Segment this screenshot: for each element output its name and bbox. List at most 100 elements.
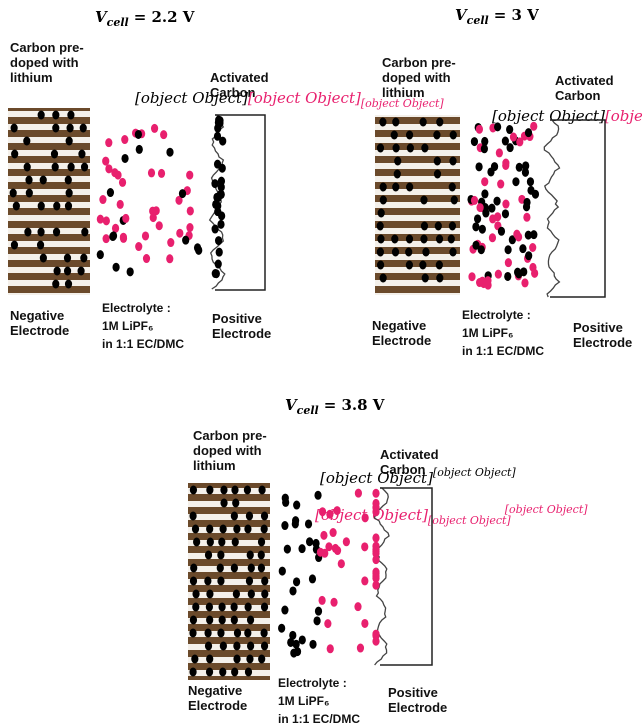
pf6-ion xyxy=(119,178,126,187)
lithium-dot xyxy=(10,189,17,198)
negative-top-label: lithium xyxy=(382,85,425,100)
lithium-dot xyxy=(81,163,88,172)
li-ion xyxy=(525,231,532,240)
lithium-dot xyxy=(205,551,212,560)
lithium-dot xyxy=(189,668,196,677)
lithium-dot xyxy=(190,486,197,495)
li-ion xyxy=(505,245,512,254)
pf6-ion xyxy=(354,602,361,611)
li-ion xyxy=(194,243,201,252)
lithium-dot xyxy=(434,157,441,166)
lithium-dot xyxy=(258,538,265,547)
ion-part: [object Object] xyxy=(428,514,512,527)
ion-label: [object Object][object Object][object Ob… xyxy=(315,503,588,527)
lithium-dot xyxy=(434,170,441,179)
lithium-dot xyxy=(258,551,265,560)
ion-part: [object Object] xyxy=(505,503,589,516)
cell-voltage: Vcell= 3.8 V xyxy=(285,396,385,417)
electrolyte-label: 1M LiPF₆ xyxy=(278,694,329,708)
li-ion xyxy=(506,125,513,134)
pf6-ion xyxy=(160,130,167,139)
li-ion xyxy=(282,498,289,507)
positive-top-label: Activated xyxy=(210,70,269,85)
li-ion xyxy=(305,519,312,528)
diagram: Vcell= 2.2 VCarbon pre-doped withlithium… xyxy=(0,0,642,727)
adsorbed-ion xyxy=(372,542,379,551)
pf6-ion xyxy=(142,231,149,240)
li-ion xyxy=(488,204,495,213)
lithium-dot xyxy=(380,196,387,205)
lithium-dot xyxy=(192,590,199,599)
li-ion xyxy=(293,577,300,586)
ion-part: [object Object] xyxy=(135,89,248,107)
lithium-dot xyxy=(190,564,197,573)
pf6-ion xyxy=(121,135,128,144)
positive-bottom-label: Positive xyxy=(212,311,262,326)
positive-electrode xyxy=(550,120,605,297)
lithium-dot xyxy=(54,267,61,276)
lithium-dot xyxy=(392,144,399,153)
lithium-dot xyxy=(80,254,87,263)
li-ion xyxy=(312,539,319,548)
lithium-dot xyxy=(66,124,73,133)
lithium-dot xyxy=(435,222,442,231)
li-ion xyxy=(97,250,104,259)
lithium-dot xyxy=(378,209,385,218)
lithium-dot xyxy=(232,538,239,547)
negative-bottom-label: Electrode xyxy=(10,323,69,338)
pf6-ion xyxy=(99,195,106,204)
lithium-dot xyxy=(421,144,428,153)
li-ion xyxy=(475,162,482,171)
lithium-dot xyxy=(448,235,455,244)
lithium-dot xyxy=(422,274,429,283)
lithium-dot xyxy=(206,655,213,664)
negative-electrode xyxy=(375,115,460,295)
li-ion xyxy=(287,638,294,647)
li-ion xyxy=(532,190,539,199)
lithium-dot xyxy=(78,150,85,159)
lithium-dot xyxy=(64,254,71,263)
lithium-dot xyxy=(65,202,72,211)
pf6-ion xyxy=(489,233,496,242)
li-ion xyxy=(281,521,288,530)
lithium-dot xyxy=(421,222,428,231)
lithium-dot xyxy=(204,629,211,638)
pf6-ion xyxy=(505,258,512,267)
adsorbed-ion xyxy=(372,489,379,498)
lithium-dot xyxy=(190,616,197,625)
lithium-dot xyxy=(233,655,240,664)
pf6-ion xyxy=(355,489,362,498)
negative-top-label: Carbon pre- xyxy=(10,40,84,55)
li-ion xyxy=(504,272,511,281)
li-ion xyxy=(289,586,296,595)
lithium-dot xyxy=(436,118,443,127)
li-ion xyxy=(179,189,186,198)
li-ion xyxy=(313,616,320,625)
li-ion xyxy=(292,516,299,525)
lithium-dot xyxy=(65,280,72,289)
pf6-ion xyxy=(495,270,502,279)
lithium-dot xyxy=(246,512,253,521)
electrolyte-label: 1M LiPF₆ xyxy=(102,319,153,333)
electrolyte-label: in 1:1 EC/DMC xyxy=(278,712,360,726)
li-ion xyxy=(112,263,119,272)
negative-top-label: doped with xyxy=(382,70,451,85)
adsorbed-ion xyxy=(218,183,225,192)
lithium-dot xyxy=(191,655,198,664)
positive-bottom-label: Electrode xyxy=(212,326,271,341)
lithium-dot xyxy=(77,267,84,276)
pf6-ion xyxy=(103,234,110,243)
negative-top-label: Carbon pre- xyxy=(382,55,456,70)
pf6-ion xyxy=(523,213,530,222)
pf6-ion xyxy=(361,619,368,628)
lithium-dot xyxy=(13,202,20,211)
li-ion xyxy=(472,222,479,231)
adsorbed-ion xyxy=(372,555,379,564)
li-ion xyxy=(107,188,114,197)
lithium-dot xyxy=(377,235,384,244)
lithium-dot xyxy=(244,486,251,495)
pf6-ion xyxy=(471,196,478,205)
lithium-dot xyxy=(68,163,75,172)
pf6-ion xyxy=(102,157,109,166)
lithium-dot xyxy=(40,254,47,263)
